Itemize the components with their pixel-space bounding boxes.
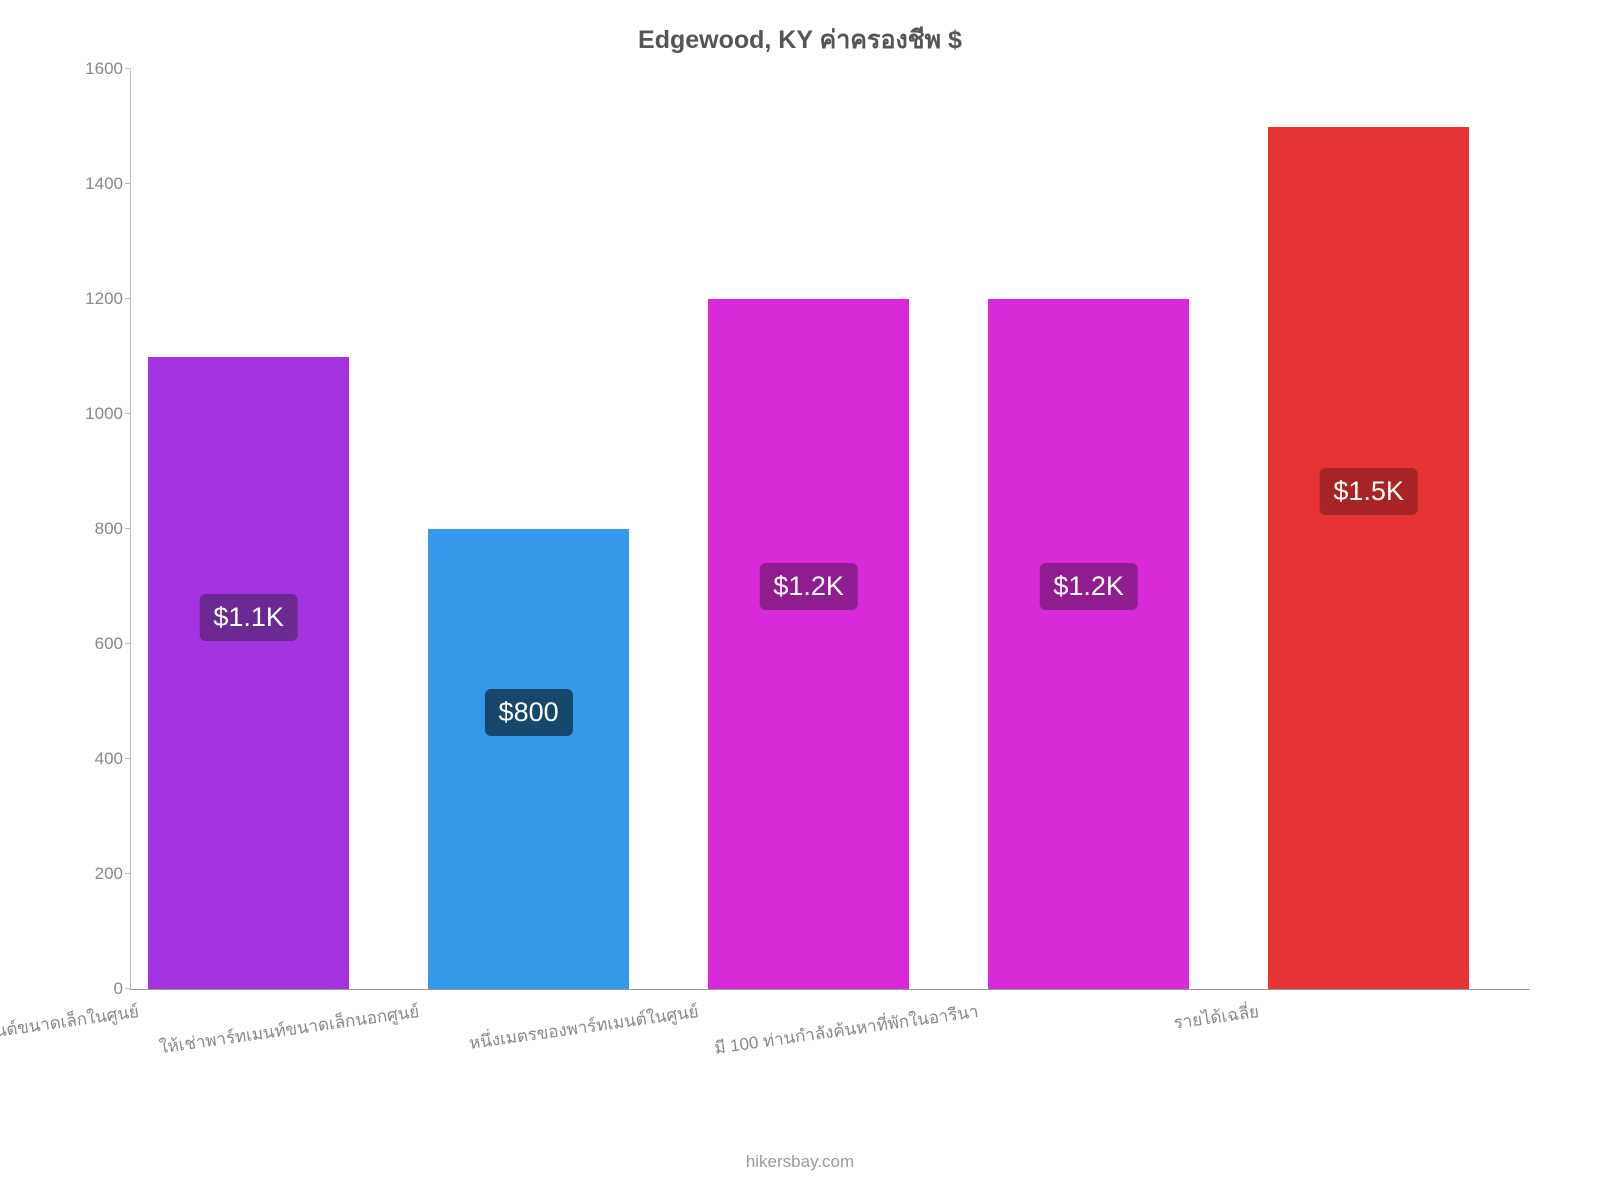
y-tick-mark: [125, 643, 131, 644]
chart-container: Edgewood, KY ค่าครองชีพ $ 0 200 400 600 800 1…: [60, 20, 1540, 1080]
y-tick-mark: [125, 298, 131, 299]
y-tick-label: 1400: [73, 174, 123, 194]
y-tick-mark: [125, 988, 131, 989]
bar: $1.5K: [1268, 127, 1470, 990]
chart-title: Edgewood, KY ค่าครองชีพ $: [60, 20, 1540, 60]
bar-value-label: $1.2K: [759, 563, 858, 610]
bar: $1.2K: [708, 299, 910, 989]
bar: $1.2K: [988, 299, 1190, 989]
x-tick-label: มี 100 ท่านกำลังค้นหาที่พักในอารีนา: [713, 998, 981, 1062]
bar-value-label: $1.1K: [199, 594, 298, 641]
y-tick-mark: [125, 758, 131, 759]
x-tick-label: หนึ่งเมตรของพาร์ทเมนต์ในศูนย์: [467, 998, 700, 1057]
bar-value-label: $1.5K: [1319, 468, 1418, 515]
bar-value-label: $1.2K: [1039, 563, 1138, 610]
y-tick-label: 400: [73, 749, 123, 769]
y-tick-label: 1200: [73, 289, 123, 309]
chart-plot-area: 02004006008001000120014001600$1.1K$800$1…: [130, 70, 1530, 990]
bar: $800: [428, 529, 630, 989]
y-tick-label: 1000: [73, 404, 123, 424]
y-tick-label: 1600: [73, 59, 123, 79]
y-tick-mark: [125, 413, 131, 414]
x-tick-label: ให้เช่าพาร์ทเมนต์ขนาดเล็กในศูนย์: [0, 998, 140, 1060]
y-tick-mark: [125, 183, 131, 184]
x-tick-label: ให้เช่าพาร์ทเมนท์ขนาดเล็กนอกศูนย์: [157, 998, 420, 1061]
y-tick-label: 800: [73, 519, 123, 539]
y-tick-mark: [125, 528, 131, 529]
y-tick-label: 600: [73, 634, 123, 654]
chart-source-text: hikersbay.com: [0, 1152, 1600, 1172]
y-tick-label: 200: [73, 864, 123, 884]
y-tick-mark: [125, 68, 131, 69]
bar-value-label: $800: [485, 689, 573, 736]
x-tick-label: รายได้เฉลี่ย: [1172, 998, 1261, 1037]
chart-x-axis-labels: ให้เช่าพาร์ทเมนต์ขนาดเล็กในศูนย์ให้เช่าพ…: [130, 990, 1530, 1080]
y-tick-mark: [125, 873, 131, 874]
bar: $1.1K: [148, 357, 350, 990]
y-tick-label: 0: [73, 979, 123, 999]
